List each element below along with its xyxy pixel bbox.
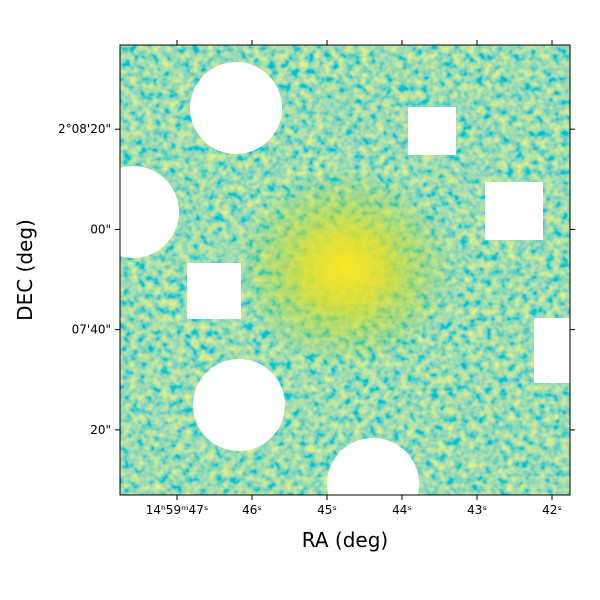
x-tick-label: 44ˢ <box>392 503 412 517</box>
y-tick-label: 2°08'20" <box>58 122 111 136</box>
mask <box>187 263 241 319</box>
y-tick-label: 07'40" <box>72 323 111 337</box>
mask <box>327 438 419 495</box>
frame <box>119 44 571 496</box>
x-tick-label: 43ˢ <box>467 503 487 517</box>
source-glow <box>235 168 455 368</box>
x-axis-label: RA (deg) <box>302 528 388 552</box>
x-tick-label: 42ˢ <box>542 503 562 517</box>
mask <box>193 359 285 451</box>
image <box>120 45 570 495</box>
mask <box>408 107 456 155</box>
x-tick-label: 14ʰ59ᵐ47ˢ <box>146 503 209 517</box>
masks <box>120 62 570 495</box>
y-tick-label: 20" <box>90 423 111 437</box>
mask <box>485 182 543 240</box>
mask <box>534 318 570 383</box>
mask <box>120 166 179 258</box>
y-tick-label: 00" <box>90 222 111 236</box>
y-axis-label: DEC (deg) <box>13 219 37 321</box>
mask <box>190 62 282 154</box>
x-tick-label: 45ˢ <box>317 503 337 517</box>
x-tick-label: 46ˢ <box>242 503 262 517</box>
